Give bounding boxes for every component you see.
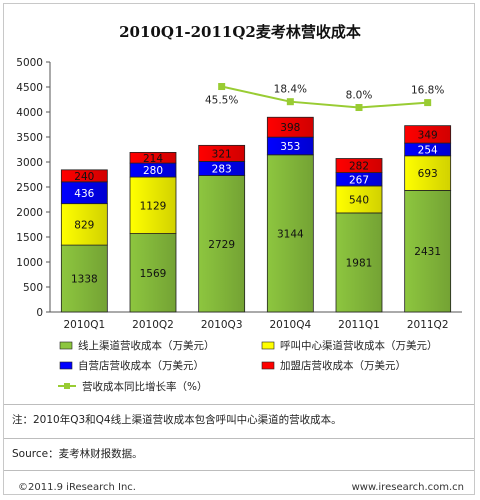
bar-value-label: 1338 (71, 274, 98, 286)
legend-swatch (59, 341, 73, 350)
y-tick-label: 4500 (16, 82, 43, 94)
bar-value-label: 1981 (346, 257, 373, 269)
bar-shading (130, 152, 176, 164)
footnote: 注：2010年Q3和Q4线上渠道营收成本包含呼叫中心渠道的营收成本。 (12, 414, 342, 426)
bar-shading (267, 137, 314, 155)
bar-value-label: 3144 (277, 228, 304, 240)
growth-label: 45.5% (205, 95, 238, 107)
bar-shading (267, 154, 314, 312)
bar-shading (61, 169, 108, 182)
bar-shading (336, 172, 382, 186)
bar-shading (336, 158, 382, 173)
x-tick-label: 2010Q3 (201, 319, 243, 331)
y-tick-label: 3000 (16, 157, 43, 169)
bar-value-label: 282 (349, 161, 369, 173)
y-tick-label: 1500 (16, 232, 43, 244)
bar-shading (130, 163, 176, 178)
legend-swatch (261, 361, 275, 370)
y-tick-label: 4000 (16, 107, 43, 119)
y-tick-label: 5000 (16, 57, 43, 69)
legend-swatch (59, 361, 73, 370)
axes: 0 500 1000 1500 2000 2500 3000 3500 4000 4500 5000… (16, 57, 462, 331)
bar-shading (404, 125, 451, 144)
bar-shading (198, 161, 245, 176)
bar-shading (336, 185, 382, 213)
bar-shading (61, 181, 108, 204)
y-tick-label: 1000 (16, 257, 43, 269)
bar-shading (404, 143, 451, 156)
bar-shading (198, 145, 245, 162)
legend-label: 呼叫中心渠道营收成本（万美元） (280, 339, 438, 352)
bar-shading (130, 233, 176, 312)
separator-bottom (4, 470, 474, 471)
growth-point (355, 104, 363, 112)
y-tick-label: 2500 (16, 182, 43, 194)
bar-value-label: 283 (212, 163, 232, 175)
growth-label: 18.4% (274, 84, 307, 96)
bar-shading (404, 190, 451, 312)
legend-label: 线上渠道营收成本（万美元） (78, 339, 215, 352)
bar-shading (61, 245, 108, 312)
bar-value-label: 2431 (414, 246, 441, 258)
bar-value-label: 693 (418, 168, 438, 180)
bar-shading (404, 155, 451, 191)
growth-label: 16.8% (411, 85, 444, 97)
bar-value-label: 280 (143, 165, 163, 177)
bar-shading (61, 203, 108, 246)
growth-line: 45.5% 18.4% 8.0% 16.8% (205, 83, 444, 112)
copyright: ©2011.9 iResearch Inc. (18, 482, 136, 493)
legend: 线上渠道营收成本（万美元） 呼叫中心渠道营收成本（万美元） 自营店营收成本（万美元）… (58, 339, 438, 393)
legend-swatch (261, 341, 275, 350)
bar-value-label: 1569 (140, 268, 167, 280)
separator-middle (4, 438, 474, 439)
bar-value-label: 398 (280, 122, 300, 134)
bar-value-label: 436 (74, 188, 94, 200)
legend-label: 加盟店营收成本（万美元） (280, 359, 406, 372)
bar-value-label: 267 (349, 174, 369, 186)
bar-value-label: 540 (349, 194, 369, 206)
chart-title: 2010Q1-2011Q2麦考林营收成本 (119, 23, 361, 41)
y-tick-label: 2000 (16, 207, 43, 219)
bar-value-label: 214 (143, 153, 163, 165)
separator-top (4, 404, 474, 405)
legend-line-marker (64, 383, 70, 389)
source-note: Source：麦考林财报数据。 (12, 448, 143, 460)
bar-value-label: 240 (74, 171, 94, 183)
bar-shading (267, 117, 314, 138)
bar-value-label: 2729 (208, 239, 235, 251)
growth-line-path (221, 85, 428, 109)
website: www.iresearch.com.cn (351, 482, 464, 493)
growth-point (424, 99, 432, 107)
legend-label: 营收成本同比增长率（%） (82, 380, 207, 393)
bar-value-label: 829 (74, 219, 94, 231)
bar-value-label: 349 (418, 129, 438, 141)
bar-value-label: 321 (212, 148, 232, 160)
x-tick-label: 2011Q2 (407, 319, 449, 331)
growth-label: 8.0% (346, 90, 373, 102)
bar-shading (198, 175, 245, 312)
bar-shading (130, 177, 176, 234)
growth-point (218, 83, 226, 91)
legend-label: 自营店营收成本（万美元） (78, 359, 204, 372)
x-tick-label: 2010Q4 (269, 319, 311, 331)
y-tick-label: 3500 (16, 132, 43, 144)
bar-value-label: 1129 (140, 200, 167, 212)
x-tick-label: 2011Q1 (338, 319, 380, 331)
bar-value-label: 353 (280, 141, 300, 153)
x-tick-label: 2010Q2 (132, 319, 174, 331)
y-tick-label: 500 (23, 282, 43, 294)
bar-shading (336, 212, 382, 312)
bar-value-label: 254 (418, 144, 438, 156)
y-tick-label: 0 (36, 307, 43, 319)
x-tick-label: 2010Q1 (63, 319, 105, 331)
growth-point (286, 98, 294, 106)
